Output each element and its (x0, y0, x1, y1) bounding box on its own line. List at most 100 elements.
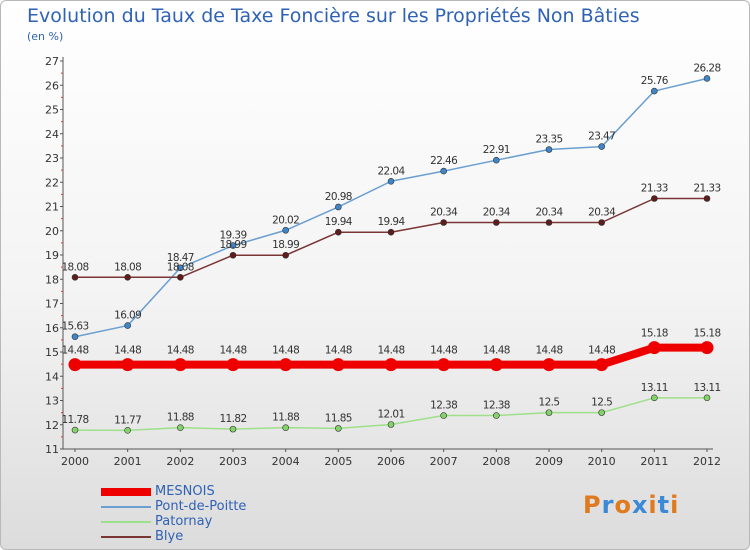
data-point-patornay (440, 412, 447, 419)
data-label-patornay: 11.77 (114, 414, 141, 426)
data-label-blye: 20.34 (430, 207, 458, 219)
data-label-patornay: 11.88 (167, 412, 194, 424)
data-label-mesnois: 14.48 (535, 345, 562, 357)
data-label-pont-de-poitte: 22.91 (483, 144, 510, 156)
data-point-patornay (335, 425, 342, 432)
x-tick-label: 2001 (114, 455, 142, 468)
y-tick-label: 16 (45, 322, 59, 335)
data-point-blye (598, 219, 605, 226)
data-point-mesnois (121, 358, 135, 372)
y-tick-label: 21 (45, 201, 59, 214)
x-tick-label: 2005 (324, 455, 352, 468)
data-label-blye: 19.94 (377, 216, 405, 228)
data-label-pont-de-poitte: 26.28 (693, 62, 720, 74)
x-tick-label: 2009 (535, 455, 563, 468)
y-tick-label: 24 (45, 128, 59, 141)
data-point-pont-de-poitte (703, 75, 711, 82)
data-label-mesnois: 14.48 (114, 345, 141, 357)
data-label-blye: 18.08 (61, 261, 88, 273)
legend-swatch-blye (101, 535, 151, 538)
y-tick-label: 15 (45, 346, 59, 359)
data-point-blye (651, 195, 658, 202)
data-point-blye (545, 219, 553, 226)
data-point-blye (440, 219, 447, 226)
legend-item-blye: Blye (101, 529, 246, 544)
data-point-mesnois (437, 358, 451, 372)
data-label-patornay: 12.38 (430, 400, 457, 412)
x-tick-label: 2000 (61, 455, 89, 468)
data-point-blye (124, 274, 131, 281)
legend-item-patornay: Patornay (101, 514, 246, 529)
series-pont-de-poitte (71, 75, 711, 341)
chart-subtitle: (en %) (27, 30, 64, 43)
data-point-mesnois (68, 358, 82, 372)
data-point-pont-de-poitte (282, 226, 289, 234)
data-point-pont-de-poitte (545, 146, 553, 153)
legend-label-pont-de-poitte: Pont-de-Poitte (155, 499, 247, 514)
data-label-patornay: 11.85 (325, 412, 352, 424)
data-label-patornay: 12.5 (591, 397, 612, 409)
legend-item-mesnois: MESNOIS (101, 484, 246, 499)
data-label-pont-de-poitte: 22.46 (430, 155, 458, 167)
logo-letter: P (583, 491, 602, 519)
legend-label-mesnois: MESNOIS (155, 484, 215, 499)
data-label-mesnois: 14.48 (325, 345, 352, 357)
data-point-mesnois (595, 358, 609, 372)
data-label-patornay: 12.5 (539, 397, 560, 409)
logo-letter: x (631, 491, 649, 519)
data-label-blye: 18.08 (114, 261, 141, 273)
y-tick-label: 22 (45, 176, 59, 189)
data-label-mesnois: 15.18 (641, 328, 668, 340)
data-point-patornay (493, 412, 500, 419)
data-point-pont-de-poitte (651, 87, 658, 95)
x-tick-label: 2010 (588, 455, 616, 468)
series-blye (71, 195, 711, 281)
data-point-mesnois (489, 358, 503, 372)
data-label-pont-de-poitte: 20.98 (325, 191, 352, 203)
chart-legend: MESNOIS Pont-de-Poitte Patornay Blye (101, 484, 246, 544)
data-label-blye: 18.08 (167, 261, 194, 273)
y-tick-label: 26 (45, 79, 59, 92)
data-label-pont-de-poitte: 25.76 (641, 75, 669, 87)
data-label-blye: 18.99 (219, 239, 246, 251)
data-label-mesnois: 14.48 (219, 345, 246, 357)
y-tick-label: 13 (45, 395, 59, 408)
data-point-mesnois (647, 341, 661, 355)
y-tick-label: 11 (45, 443, 59, 456)
data-label-blye: 20.34 (588, 207, 616, 219)
data-point-mesnois (226, 358, 240, 372)
legend-label-blye: Blye (155, 529, 184, 544)
data-point-pont-de-poitte (387, 177, 395, 185)
data-label-mesnois: 14.48 (272, 345, 299, 357)
data-point-patornay (545, 409, 553, 416)
data-label-blye: 19.94 (325, 216, 353, 228)
data-point-blye (493, 219, 500, 226)
chart-axes: 11 12 13 14 15 16 17 18 19 20 21 22 23 24 25 26 27 2000 20… (45, 55, 721, 468)
legend-swatch-pont-de-poitte (101, 505, 151, 508)
x-tick-label: 2012 (693, 455, 721, 468)
data-label-blye: 21.33 (693, 182, 720, 194)
logo-letter: i (670, 491, 680, 519)
data-label-pont-de-poitte: 22.04 (377, 165, 405, 177)
data-label-mesnois: 14.48 (430, 345, 457, 357)
data-label-patornay: 11.82 (219, 413, 246, 425)
chart-data-labels: 15.63 16.09 18.47 19.39 20.02 20.98 22.04 22.46… (61, 62, 721, 426)
data-point-patornay (177, 424, 184, 431)
legend-item-pont-de-poitte: Pont-de-Poitte (101, 499, 246, 514)
x-tick-label: 2008 (482, 455, 510, 468)
x-tick-label: 2011 (640, 455, 668, 468)
data-label-mesnois: 14.48 (588, 345, 615, 357)
series-patornay (71, 394, 711, 434)
x-tick-label: 2004 (272, 455, 300, 468)
data-label-patornay: 13.11 (641, 382, 668, 394)
logo-letter: r (601, 491, 615, 519)
data-label-mesnois: 14.48 (377, 345, 404, 357)
data-point-mesnois (542, 358, 556, 372)
chart-series (68, 75, 714, 434)
data-point-patornay (387, 421, 395, 428)
logo-letter: i (648, 491, 658, 519)
data-point-patornay (598, 409, 605, 416)
x-tick-label: 2006 (377, 455, 405, 468)
data-label-patornay: 12.38 (483, 400, 510, 412)
